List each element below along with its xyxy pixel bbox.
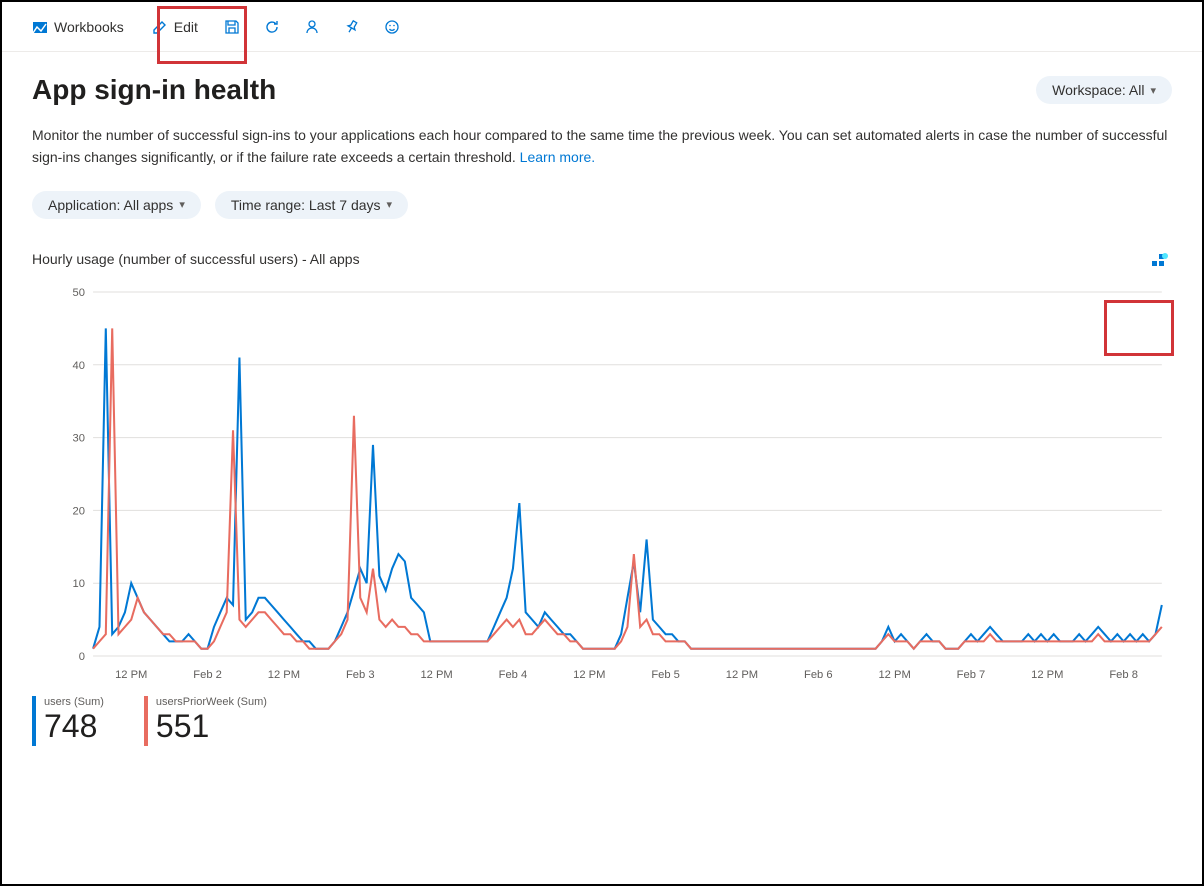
share-icon bbox=[304, 19, 320, 35]
chart-header: Hourly usage (number of successful users… bbox=[32, 249, 1172, 280]
svg-text:Feb 6: Feb 6 bbox=[804, 669, 833, 681]
save-icon bbox=[224, 19, 240, 35]
stat-prior: usersPriorWeek (Sum) 551 bbox=[144, 696, 267, 746]
svg-text:12 PM: 12 PM bbox=[420, 669, 452, 681]
svg-text:12 PM: 12 PM bbox=[115, 669, 147, 681]
feedback-button[interactable] bbox=[376, 13, 408, 41]
svg-text:12 PM: 12 PM bbox=[878, 669, 910, 681]
log-analytics-button[interactable] bbox=[1146, 249, 1172, 280]
stat-prior-label: usersPriorWeek (Sum) bbox=[156, 696, 267, 708]
stat-bar-users bbox=[32, 696, 36, 746]
usage-line-chart: 0 10 20 30 40 50 12 PM Feb 2 12 PM Feb 3 12 PM Feb … bbox=[32, 286, 1172, 686]
chart-title: Hourly usage (number of successful users… bbox=[32, 251, 360, 267]
timerange-filter[interactable]: Time range: Last 7 days ▾ bbox=[215, 191, 408, 219]
svg-text:Feb 3: Feb 3 bbox=[346, 669, 375, 681]
application-filter[interactable]: Application: All apps ▾ bbox=[32, 191, 201, 219]
svg-text:12 PM: 12 PM bbox=[268, 669, 300, 681]
stat-bar-prior bbox=[144, 696, 148, 746]
pin-button[interactable] bbox=[336, 13, 368, 41]
learn-more-link[interactable]: Learn more. bbox=[520, 149, 595, 165]
workbooks-button[interactable]: Workbooks bbox=[22, 13, 134, 41]
svg-text:50: 50 bbox=[72, 287, 84, 299]
application-filter-label: Application: All apps bbox=[48, 197, 173, 213]
svg-text:10: 10 bbox=[72, 578, 84, 590]
svg-text:12 PM: 12 PM bbox=[573, 669, 605, 681]
svg-text:40: 40 bbox=[72, 360, 84, 372]
filter-row: Application: All apps ▾ Time range: Last… bbox=[32, 191, 1172, 219]
chevron-down-icon: ▾ bbox=[179, 198, 185, 211]
svg-text:0: 0 bbox=[79, 651, 85, 663]
svg-text:Feb 8: Feb 8 bbox=[1109, 669, 1138, 681]
title-row: App sign-in health Workspace: All ▾ bbox=[32, 74, 1172, 106]
edit-label: Edit bbox=[174, 19, 198, 35]
description: Monitor the number of successful sign-in… bbox=[32, 124, 1172, 169]
page-title: App sign-in health bbox=[32, 74, 276, 106]
page-body: App sign-in health Workspace: All ▾ Moni… bbox=[2, 52, 1202, 768]
svg-text:Feb 5: Feb 5 bbox=[651, 669, 680, 681]
timerange-filter-label: Time range: Last 7 days bbox=[231, 197, 381, 213]
save-button[interactable] bbox=[216, 13, 248, 41]
pencil-icon bbox=[152, 19, 168, 35]
stat-users-value: 748 bbox=[44, 708, 104, 745]
summary-stats: users (Sum) 748 usersPriorWeek (Sum) 551 bbox=[32, 696, 1172, 746]
chart-area: 0 10 20 30 40 50 12 PM Feb 2 12 PM Feb 3 12 PM Feb … bbox=[32, 286, 1172, 686]
workbook-icon bbox=[32, 19, 48, 35]
pin-icon bbox=[344, 19, 360, 35]
refresh-icon bbox=[264, 19, 280, 35]
svg-text:12 PM: 12 PM bbox=[1031, 669, 1063, 681]
workspace-selector[interactable]: Workspace: All ▾ bbox=[1036, 76, 1172, 104]
toolbar: Workbooks Edit bbox=[2, 2, 1202, 52]
svg-text:Feb 2: Feb 2 bbox=[193, 669, 222, 681]
edit-button[interactable]: Edit bbox=[142, 13, 208, 41]
refresh-button[interactable] bbox=[256, 13, 288, 41]
workbooks-label: Workbooks bbox=[54, 19, 124, 35]
share-button[interactable] bbox=[296, 13, 328, 41]
stat-prior-value: 551 bbox=[156, 708, 267, 745]
chevron-down-icon: ▾ bbox=[1150, 84, 1156, 97]
svg-text:20: 20 bbox=[72, 505, 84, 517]
smiley-icon bbox=[384, 19, 400, 35]
grid-icon bbox=[1150, 258, 1168, 275]
stat-users: users (Sum) 748 bbox=[32, 696, 104, 746]
stat-users-label: users (Sum) bbox=[44, 696, 104, 708]
chevron-down-icon: ▾ bbox=[387, 198, 393, 211]
svg-text:Feb 4: Feb 4 bbox=[499, 669, 528, 681]
svg-text:30: 30 bbox=[72, 432, 84, 444]
workspace-label: Workspace: All bbox=[1052, 82, 1144, 98]
svg-text:12 PM: 12 PM bbox=[726, 669, 758, 681]
description-text: Monitor the number of successful sign-in… bbox=[32, 127, 1167, 165]
svg-text:Feb 7: Feb 7 bbox=[957, 669, 986, 681]
